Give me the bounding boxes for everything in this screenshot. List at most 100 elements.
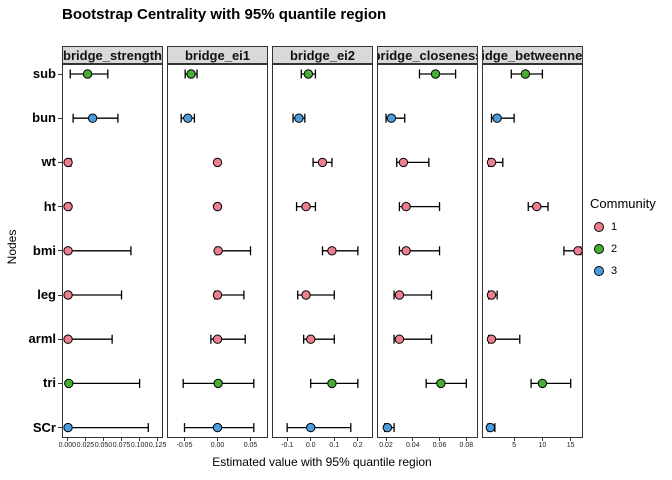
x-tick-label: 0.0: [305, 442, 316, 449]
x-tickmark: [250, 438, 251, 441]
facet-strip-bridge_closeness: bridge_closeness: [377, 46, 478, 64]
point-leg: [212, 290, 223, 300]
y-tickmark: [58, 427, 62, 429]
point-tri: [213, 378, 223, 389]
point-bmi: [213, 246, 223, 256]
facet-panel-bridge_ei1: [167, 64, 268, 438]
y-tickmark: [58, 338, 62, 340]
point-SCr: [212, 422, 223, 433]
point-tri: [537, 378, 548, 389]
facet-canvas-bridge_betweenness: [485, 69, 582, 433]
point-bmi: [401, 246, 411, 256]
point-arml: [63, 334, 73, 344]
legend-item-community-3: 3: [594, 264, 617, 278]
x-tickmark: [84, 438, 86, 441]
legend-item-community-1: 1: [594, 220, 617, 234]
facet-strip-label: bridge_betweenness: [482, 47, 583, 63]
point-leg: [63, 290, 73, 300]
x-tickmark: [310, 438, 312, 441]
x-tickmark: [139, 438, 141, 441]
community-2-swatch-icon: [594, 244, 604, 254]
facet-canvas-bridge_closeness: [382, 69, 467, 433]
x-tick-label: 0.075: [112, 442, 131, 449]
x-tick-label: 0.05: [243, 442, 258, 449]
y-tickmark: [58, 117, 62, 119]
point-ht: [301, 201, 311, 212]
facet-panel-bridge_closeness: [377, 64, 478, 438]
node-label-SCr: SCr: [32, 419, 56, 435]
x-tickmark: [333, 438, 335, 441]
legend-label: 1: [611, 221, 618, 233]
x-tickmark: [570, 438, 572, 441]
x-tick-label: 0.2: [352, 442, 363, 449]
facet-panel-bridge_betweenness: [482, 64, 583, 438]
point-tri: [64, 378, 74, 389]
point-leg: [486, 290, 497, 300]
point-sub: [186, 69, 196, 79]
x-tickmark: [286, 438, 288, 441]
point-wt: [63, 157, 73, 168]
point-sub: [430, 69, 441, 79]
node-label-bun: bun: [32, 110, 56, 126]
x-axis-title: Estimated value with 95% quantile region: [212, 455, 432, 469]
facet-strip-label: bridge_closeness: [377, 47, 478, 63]
point-sub: [520, 69, 531, 79]
facet-strip-bridge_ei2: bridge_ei2: [272, 46, 373, 64]
facet-panel-bridge_strength: [62, 64, 163, 438]
node-label-tri: tri: [43, 375, 56, 391]
x-tick-label: 0.1: [329, 442, 340, 449]
point-bmi: [327, 246, 337, 256]
facet-canvas-bridge_strength: [63, 69, 149, 433]
x-tick-label: 0.000: [58, 442, 77, 449]
facet-strip-bridge_betweenness: bridge_betweenness: [482, 46, 583, 64]
facet-strip-bridge_strength: bridge_strength: [62, 46, 163, 64]
facet-strip-label: bridge_strength: [63, 47, 162, 63]
point-arml: [212, 334, 223, 344]
x-tick-label: 15: [566, 442, 575, 449]
point-bun: [183, 113, 193, 123]
facet-strip-label: bridge_ei2: [289, 47, 356, 63]
point-wt: [212, 157, 223, 168]
point-bmi: [63, 246, 73, 256]
point-ht: [401, 201, 411, 212]
x-tickmark: [102, 438, 104, 441]
node-label-arml: arml: [28, 331, 56, 347]
point-SCr: [382, 422, 393, 433]
y-tickmark: [58, 382, 62, 384]
point-bmi: [573, 246, 582, 256]
x-tickmark: [157, 438, 159, 441]
facet-strip-label: bridge_ei1: [184, 47, 251, 63]
point-wt: [317, 157, 328, 168]
facet-canvas-bridge_ei1: [180, 69, 255, 433]
point-bun: [294, 113, 304, 123]
x-tick-label: 5: [512, 442, 517, 449]
facet-panel-bridge_ei2: [272, 64, 373, 438]
x-tickmark: [541, 438, 543, 441]
legend-title: Community: [590, 196, 656, 211]
x-tick-label: -0.05: [176, 442, 193, 449]
y-tickmark: [58, 161, 62, 163]
y-tickmark: [58, 294, 62, 296]
point-arml: [306, 334, 316, 344]
x-tickmark: [385, 438, 387, 441]
x-tick-label: 0.06: [432, 442, 447, 449]
x-tickmark: [184, 438, 185, 441]
legend-item-community-2: 2: [594, 242, 617, 256]
point-bun: [386, 113, 397, 123]
x-tick-label: 10: [538, 442, 547, 449]
point-wt: [398, 157, 409, 168]
x-tick-label: 0.125: [148, 442, 167, 449]
node-label-bmi: bmi: [32, 242, 56, 258]
point-tri: [327, 378, 337, 389]
point-sub: [303, 69, 314, 79]
point-sub: [82, 69, 93, 79]
x-tick-label: 0.00: [210, 442, 225, 449]
community-3-swatch-icon: [594, 266, 604, 276]
x-tickmark: [66, 438, 68, 441]
facet-strip-bridge_ei1: bridge_ei1: [167, 46, 268, 64]
x-tickmark: [513, 438, 515, 441]
node-label-wt: wt: [41, 154, 56, 170]
point-SCr: [306, 422, 316, 433]
point-leg: [301, 290, 311, 300]
x-tick-label: 0.025: [76, 442, 95, 449]
